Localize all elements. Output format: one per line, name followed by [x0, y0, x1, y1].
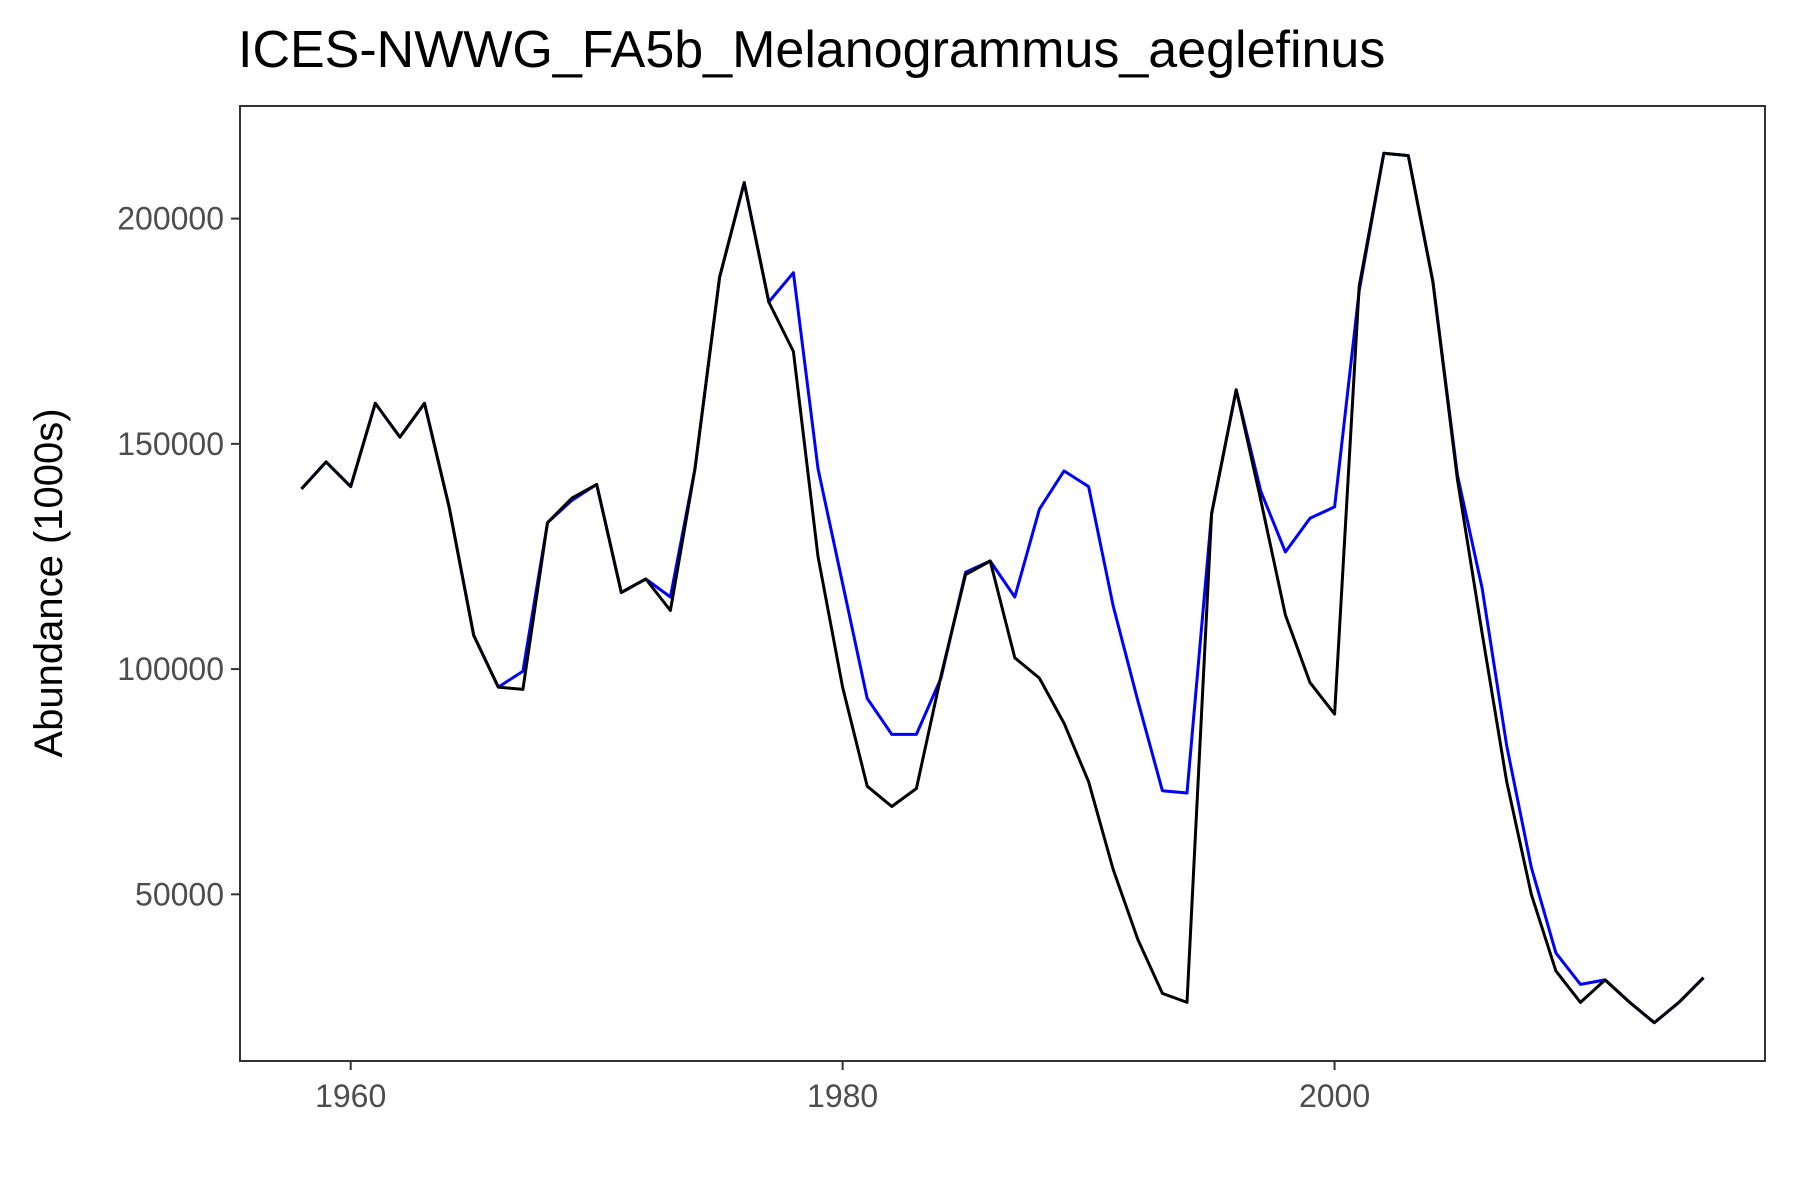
y-tick-label: 150000	[117, 426, 224, 462]
x-tick-label: 1960	[315, 1078, 386, 1114]
series-line-2	[300, 151, 1705, 1025]
chart-title: ICES-NWWG_FA5b_Melanogrammus_aeglefinus	[238, 21, 1386, 79]
y-tick-label: 200000	[117, 201, 224, 237]
axis-layer: 1960 1980 2000 50000 100000 150000 200000	[117, 201, 1370, 1114]
y-axis-label: Abundance (1000s)	[27, 408, 71, 757]
x-tick-label: 1980	[807, 1078, 878, 1114]
series-layer	[300, 151, 1705, 1025]
y-tick-label: 50000	[135, 876, 224, 912]
panel-border	[239, 105, 1766, 1062]
x-tick-label: 2000	[1299, 1078, 1370, 1114]
series-line-1	[300, 151, 1705, 1025]
y-tick-label: 100000	[117, 651, 224, 687]
